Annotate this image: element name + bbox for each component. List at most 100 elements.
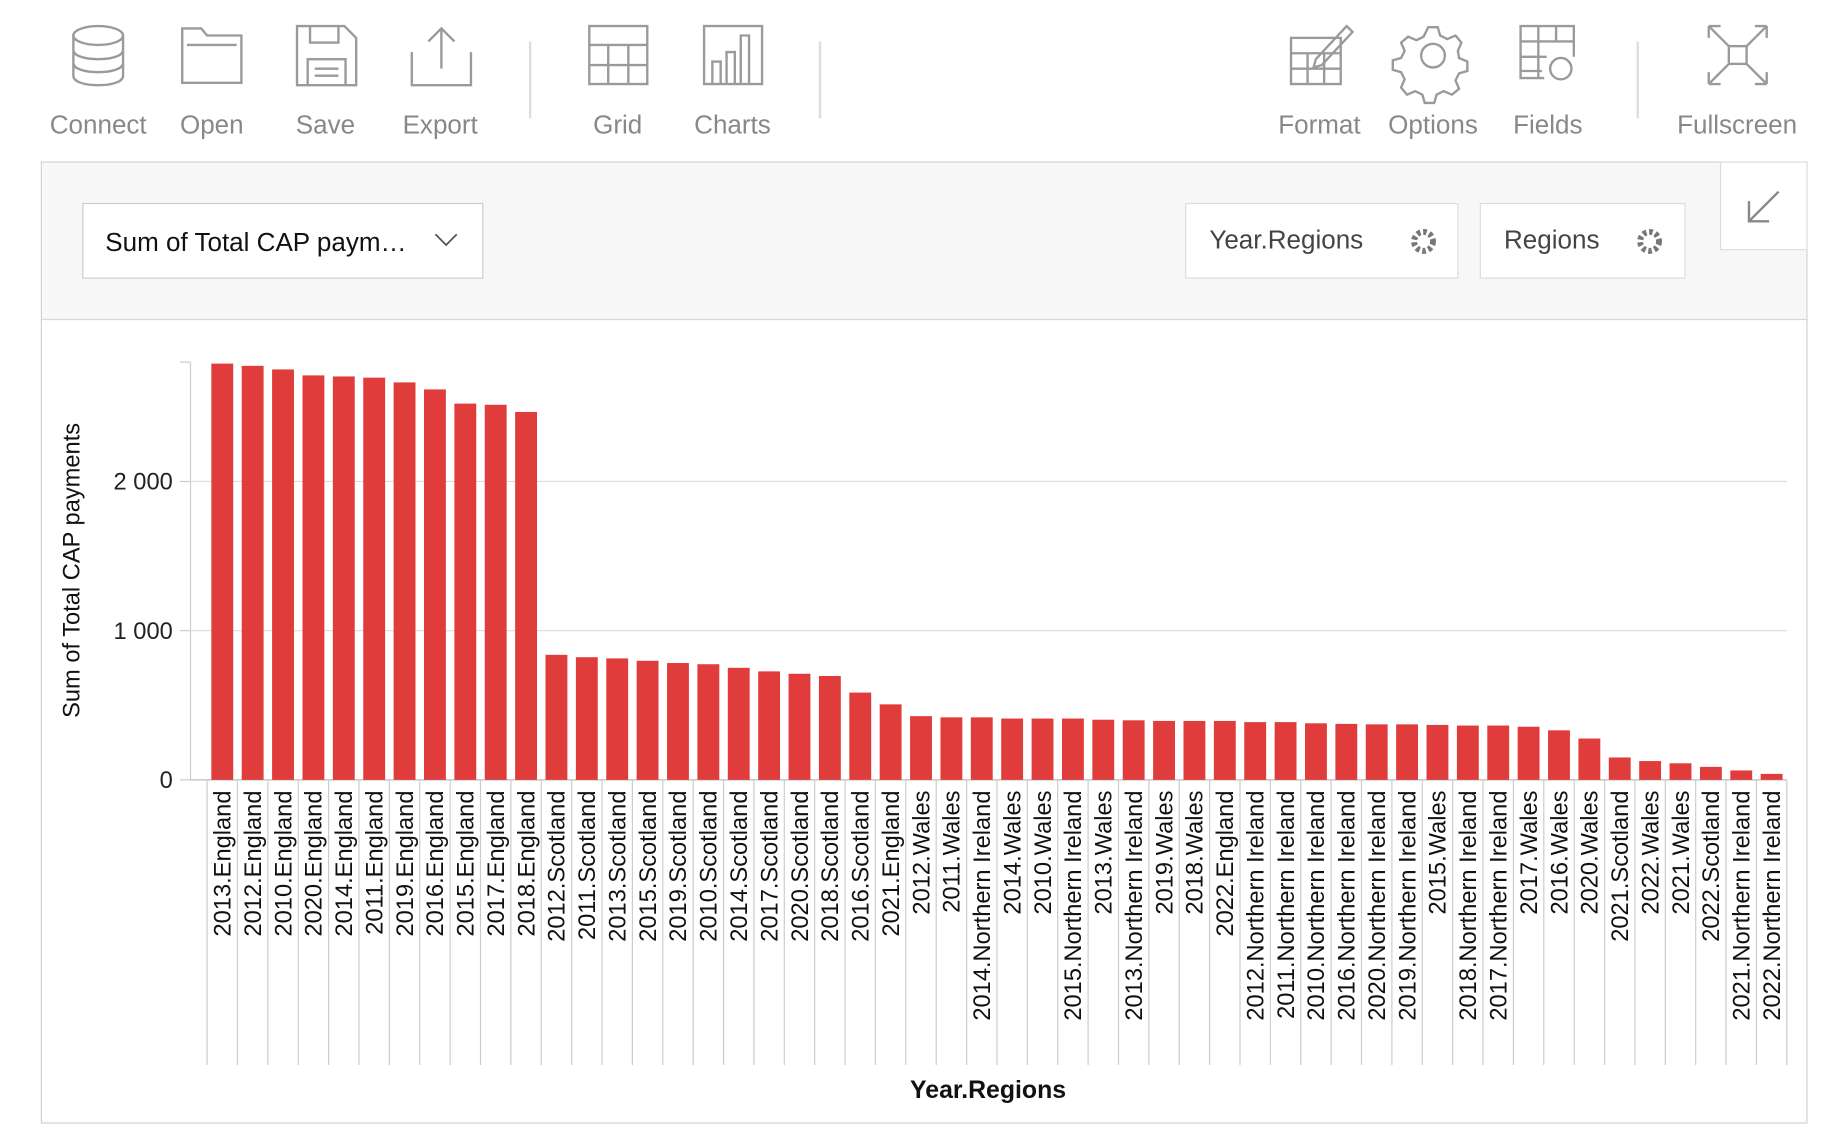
toolbar-label: Charts bbox=[694, 110, 771, 140]
bar bbox=[1639, 761, 1662, 780]
x-tick-label: 2017.England bbox=[484, 790, 510, 936]
x-tick-label: 2011.Scotland bbox=[575, 790, 601, 940]
x-tick-label: 2021.Northern Ireland bbox=[1730, 790, 1756, 1020]
y-tick-label: 2 000 bbox=[114, 470, 173, 496]
bar bbox=[211, 363, 234, 780]
bar bbox=[1274, 722, 1297, 780]
x-tick-label: 2022.Northern Ireland bbox=[1760, 790, 1786, 1020]
x-tick-label: 2018.Wales bbox=[1183, 790, 1209, 914]
chevron bbox=[434, 233, 458, 247]
x-tick-label: 2012.England bbox=[241, 790, 267, 936]
bar bbox=[910, 716, 932, 780]
x-axis-title: Year.Regions bbox=[910, 1077, 1066, 1104]
bar bbox=[1244, 722, 1267, 780]
collapse-button[interactable] bbox=[1719, 161, 1808, 251]
x-tick-label: 2020.England bbox=[302, 790, 328, 936]
x-tick-label: 2010.Scotland bbox=[697, 790, 723, 941]
toolbar-label: Open bbox=[180, 110, 244, 140]
x-tick-label: 2013.Scotland bbox=[605, 790, 631, 941]
bar bbox=[363, 377, 386, 780]
bar bbox=[241, 365, 264, 780]
bar bbox=[1335, 723, 1358, 780]
x-tick-label: 2014.Northern Ireland bbox=[970, 790, 996, 1020]
x-tick-label: 2012.Scotland bbox=[545, 790, 571, 941]
x-tick-label: 2014.Wales bbox=[1000, 790, 1026, 914]
x-tick-label: 2018.Scotland bbox=[818, 790, 844, 941]
bar bbox=[423, 389, 446, 780]
dropdown-text: Sum of Total CAP paym… bbox=[105, 227, 406, 257]
bar bbox=[1305, 723, 1327, 780]
bar bbox=[970, 717, 993, 780]
bar bbox=[1001, 718, 1024, 780]
x-tick-label: 2020.Northern Ireland bbox=[1365, 790, 1391, 1020]
toolbar-label: Fullscreen bbox=[1677, 110, 1797, 140]
connect-icon bbox=[72, 24, 125, 87]
x-tick-label: 2022.Wales bbox=[1638, 790, 1664, 914]
collapse-icon bbox=[1747, 190, 1780, 223]
bar bbox=[1183, 720, 1206, 780]
toolbar-label: Options bbox=[1388, 110, 1478, 140]
x-tick-label: 2018.England bbox=[514, 790, 540, 936]
x-tick-label: 2019.Wales bbox=[1152, 790, 1178, 914]
x-tick-label: 2017.Scotland bbox=[757, 790, 783, 941]
gear bbox=[1411, 228, 1436, 254]
toolbar-label: Fields bbox=[1513, 110, 1582, 140]
x-tick-label: 2010.Northern Ireland bbox=[1304, 790, 1330, 1020]
filter-box[interactable] bbox=[1185, 202, 1459, 279]
filter-box[interactable] bbox=[1479, 202, 1686, 279]
toolbar-labels: Connect Open Save Export Grid Charts Format Opt… bbox=[50, 110, 1797, 140]
toolbar-label: Format bbox=[1278, 110, 1361, 140]
y-tick-label: 0 bbox=[160, 768, 173, 794]
x-tick-label: 2013.England bbox=[211, 790, 237, 936]
bar bbox=[1031, 718, 1054, 780]
x-tick-label: 2010.England bbox=[271, 790, 297, 936]
x-tick-label: 2020.Wales bbox=[1578, 790, 1604, 914]
bar bbox=[1487, 725, 1510, 780]
x-tick-label: 2022.England bbox=[1213, 790, 1239, 936]
x-tick-label: 2015.Northern Ireland bbox=[1061, 790, 1087, 1020]
fullscreen-icon bbox=[1707, 24, 1768, 86]
grid-icon bbox=[588, 24, 649, 86]
x-tick-label: 2011.Wales bbox=[940, 790, 966, 912]
y-tick-label: 1 000 bbox=[114, 619, 173, 645]
toolbar-icons bbox=[72, 24, 1768, 119]
toolbar-label: Save bbox=[296, 110, 355, 140]
filter-button[interactable]: Regions bbox=[1479, 202, 1686, 279]
x-tick-label: 2013.Wales bbox=[1092, 790, 1118, 914]
bar bbox=[575, 657, 598, 780]
bar bbox=[818, 676, 841, 780]
x-tick-label: 2016.Scotland bbox=[849, 790, 875, 941]
bar bbox=[1699, 766, 1722, 780]
bar bbox=[788, 673, 811, 780]
x-tick-label: 2014.Scotland bbox=[727, 790, 753, 941]
x-tick-label: 2021.Wales bbox=[1669, 790, 1695, 914]
measure-dropdown[interactable]: Sum of Total CAP paym… bbox=[82, 202, 484, 279]
bar bbox=[1669, 763, 1692, 780]
x-tick-label: 2017.Northern Ireland bbox=[1487, 790, 1513, 1020]
bar bbox=[272, 369, 294, 780]
bar bbox=[1426, 724, 1449, 780]
x-tick-label: 2021.Scotland bbox=[1608, 790, 1634, 941]
toolbar-label: Grid bbox=[593, 110, 642, 140]
dropdown-box[interactable] bbox=[82, 202, 484, 279]
bar bbox=[1365, 724, 1388, 780]
bar bbox=[940, 717, 963, 780]
bar bbox=[393, 382, 416, 780]
bar bbox=[1456, 725, 1479, 780]
bar bbox=[1517, 726, 1540, 780]
save-icon bbox=[295, 24, 358, 87]
x-tick-label: 2019.England bbox=[393, 790, 419, 936]
y-axis-title: Sum of Total CAP payments bbox=[59, 423, 85, 718]
bar bbox=[545, 654, 568, 780]
x-tick-label: 2019.Scotland bbox=[666, 790, 692, 941]
filter-button[interactable]: Year.Regions bbox=[1185, 202, 1459, 279]
x-tick-label: 2016.England bbox=[423, 790, 449, 936]
toolbar-label: Connect bbox=[50, 110, 148, 140]
bar bbox=[1608, 757, 1631, 780]
x-tick-label: 2022.Scotland bbox=[1699, 790, 1725, 941]
bar bbox=[332, 376, 355, 780]
bar bbox=[667, 663, 689, 780]
options-icon bbox=[1391, 26, 1469, 105]
